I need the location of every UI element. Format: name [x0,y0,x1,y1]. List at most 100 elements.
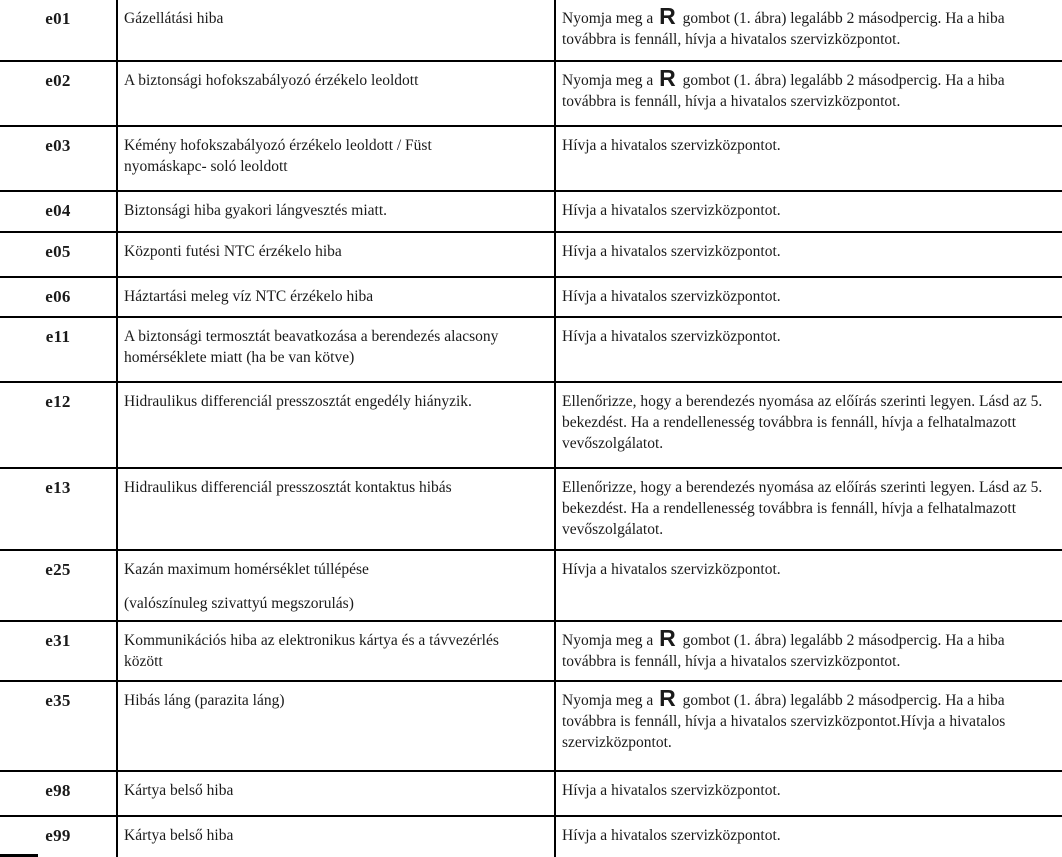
table-row: e12 Hidraulikus differenciál presszosztát… [0,383,1062,469]
remedy-text: Hívja a hivatalos szervizközpontot. [562,559,1062,580]
table-row: e01 Gázellátási hiba Nyomja meg a R gombot… [0,0,1062,62]
error-description-cell: Kommunikációs hiba az elektronikus kárty… [118,622,556,680]
table-row: e25 Kazán maximum homérséklet túllépése (v… [0,551,1062,622]
error-code: e06 [45,287,71,306]
remedy-cell: Hívja a hivatalos szervizközpontot. [556,772,1062,815]
remedy-text: Ellenőrizze, hogy a berendezés nyomása a… [562,477,1062,540]
error-code-cell: e25 [0,551,118,620]
error-code: e04 [45,201,71,220]
remedy-text: Hívja a hivatalos szervizközpontot. [562,286,1062,307]
description-line: Kártya belső hiba [124,827,234,844]
reset-button-icon: R [659,685,676,711]
description-line: Kazán maximum homérséklet túllépése [124,561,369,578]
error-code: e13 [45,478,71,497]
error-code: e35 [45,691,71,710]
description-line: Gázellátási hiba [124,10,224,27]
remedy-text-segment: Nyomja meg a [562,10,658,27]
reset-button-icon: R [659,3,676,29]
remedy-cell: Hívja a hivatalos szervizközpontot. [556,127,1062,190]
table-row: e99 Kártya belső hiba Hívja a hivatalos sz… [0,817,1062,857]
description-line: Háztartási meleg víz NTC érzékelo hiba [124,288,374,305]
remedy-text-segment: Nyomja meg a [562,692,658,709]
description-line: (valószínuleg szivattyú megszorulás) [124,595,354,612]
remedy-cell: Nyomja meg a R gombot (1. ábra) legalább… [556,62,1062,125]
table-row: e06 Háztartási meleg víz NTC érzékelo hib… [0,278,1062,318]
error-code-cell: e01 [0,0,118,60]
remedy-cell: Nyomja meg a R gombot (1. ábra) legalább… [556,0,1062,60]
description-line: nyomáskapc- soló leoldott [124,158,288,175]
error-description-cell: Hidraulikus differenciál presszosztát en… [118,383,556,467]
remedy-cell: Ellenőrizze, hogy a berendezés nyomása a… [556,383,1062,467]
table-row: e11 A biztonsági termosztát beavatkozása … [0,318,1062,383]
error-code-cell: e98 [0,772,118,815]
remedy-text-segment: Hívja a hivatalos szervizközpontot. [562,328,781,345]
remedy-cell: Hívja a hivatalos szervizközpontot. [556,817,1062,857]
remedy-text-segment: Hívja a hivatalos szervizközpontot. [562,243,781,260]
error-description-cell: Hidraulikus differenciál presszosztát ko… [118,469,556,549]
error-code: e11 [45,327,71,346]
error-description-cell: Kémény hofokszabályozó érzékelo leoldott… [118,127,556,190]
error-description-cell: Kazán maximum homérséklet túllépése (való… [118,551,556,620]
error-code-cell: e12 [0,383,118,467]
error-code: e05 [45,242,71,261]
remedy-text-segment: Nyomja meg a [562,72,658,89]
remedy-text-segment: gombot (1. ábra) legalább 2 másodpercig.… [562,72,1005,110]
error-code-cell: e11 [0,318,118,381]
description-line: Hibás láng (parazita láng) [124,692,285,709]
description-line: Kémény hofokszabályozó érzékelo leoldott… [124,137,432,154]
error-description-cell: Kártya belső hiba [118,817,556,857]
remedy-cell: Ellenőrizze, hogy a berendezés nyomása a… [556,469,1062,549]
remedy-text-segment: Nyomja meg a [562,632,658,649]
table-row: e03 Kémény hofokszabályozó érzékelo leold… [0,127,1062,192]
remedy-text-segment: Hívja a hivatalos szervizközpontot. [562,561,781,578]
description-line: Kommunikációs hiba az elektronikus kárty… [124,632,499,649]
table-bottom-border-fragment [0,854,38,857]
remedy-text-segment: Ellenőrizze, hogy a berendezés nyomása a… [562,479,1043,538]
remedy-text-segment: Hívja a hivatalos szervizközpontot. [562,202,781,219]
description-line: között [124,653,163,670]
remedy-cell: Nyomja meg a R gombot (1. ábra) legalább… [556,622,1062,680]
error-description-cell: Háztartási meleg víz NTC érzékelo hiba [118,278,556,316]
remedy-cell: Hívja a hivatalos szervizközpontot. [556,551,1062,620]
description-line: Kártya belső hiba [124,782,234,799]
error-code-cell: e02 [0,62,118,125]
remedy-text: Hívja a hivatalos szervizközpontot. [562,241,1062,262]
description-line: Központi futési NTC érzékelo hiba [124,243,342,260]
remedy-text-segment: Hívja a hivatalos szervizközpontot. [562,782,781,799]
remedy-text: Nyomja meg a R gombot (1. ábra) legalább… [562,67,1062,112]
description-line: Biztonsági hiba gyakori lángvesztés miat… [124,202,388,219]
error-code: e31 [45,631,71,650]
remedy-text-segment: gombot (1. ábra) legalább 2 másodpercig.… [562,632,1005,670]
remedy-text-segment: Hívja a hivatalos szervizközpontot. [562,288,781,305]
remedy-text: Nyomja meg a R gombot (1. ábra) legalább… [562,5,1062,50]
remedy-text-segment: Hívja a hivatalos szervizközpontot. [562,137,781,154]
error-code-cell: e05 [0,233,118,276]
table-row: e04 Biztonsági hiba gyakori lángvesztés m… [0,192,1062,233]
remedy-cell: Hívja a hivatalos szervizközpontot. [556,278,1062,316]
table-row: e35 Hibás láng (parazita láng) Nyomja meg … [0,682,1062,772]
description-line: Hidraulikus differenciál presszosztát ko… [124,479,452,496]
remedy-text-segment: gombot (1. ábra) legalább 2 másodpercig.… [562,10,1005,48]
error-description-cell: Hibás láng (parazita láng) [118,682,556,770]
error-code: e02 [45,71,71,90]
reset-button-icon: R [659,65,676,91]
remedy-text: Nyomja meg a R gombot (1. ábra) legalább… [562,627,1062,672]
error-description-cell: Gázellátási hiba [118,0,556,60]
error-description-cell: Biztonsági hiba gyakori lángvesztés miat… [118,192,556,231]
remedy-text: Ellenőrizze, hogy a berendezés nyomása a… [562,391,1062,454]
reset-button-icon: R [659,625,676,651]
error-code-cell: e06 [0,278,118,316]
table-row: e13 Hidraulikus differenciál presszosztát… [0,469,1062,551]
remedy-text-segment: Hívja a hivatalos szervizközpontot. [562,827,781,844]
remedy-text: Hívja a hivatalos szervizközpontot. [562,825,1062,846]
remedy-text: Hívja a hivatalos szervizközpontot. [562,135,1062,156]
description-line: A biztonsági termosztát beavatkozása a b… [124,328,499,345]
error-description-cell: Kártya belső hiba [118,772,556,815]
description-line: Hidraulikus differenciál presszosztát en… [124,393,472,410]
error-code: e25 [45,560,71,579]
error-code-cell: e31 [0,622,118,680]
remedy-cell: Hívja a hivatalos szervizközpontot. [556,318,1062,381]
remedy-text: Nyomja meg a R gombot (1. ábra) legalább… [562,687,1062,753]
table-row: e31 Kommunikációs hiba az elektronikus ká… [0,622,1062,682]
